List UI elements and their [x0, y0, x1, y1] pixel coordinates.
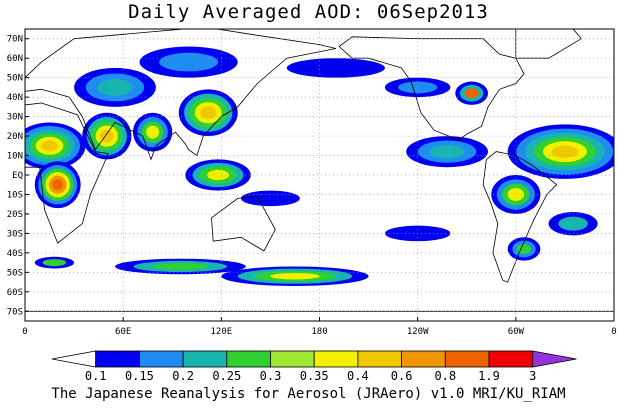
colorbar-label: 0.35 [300, 369, 329, 383]
coastline-north-america [338, 36, 525, 141]
colorbar-swatch [182, 350, 228, 368]
map-title: Daily Averaged AOD: 06Sep2013 [128, 1, 489, 23]
colorbar-label: 0.4 [347, 369, 369, 383]
latitude-label: 30S [7, 229, 23, 239]
colorbar-swatch [357, 350, 402, 368]
colorbar-swatch [444, 350, 490, 368]
map-frame [24, 28, 615, 322]
colorbar-swatch [270, 350, 315, 368]
aod-field-layer [25, 46, 614, 286]
latitude-labels: 70N 60N 50N 40N 30N 20N 10N EQ 10S 20S 30S 40S 50S 60… [7, 35, 23, 318]
longitude-label: 60E [115, 327, 131, 337]
aod-region-tropical-atlantic [507, 124, 614, 179]
aod-region-africa-sahara [25, 122, 86, 170]
colorbar-label: 0.1 [85, 369, 107, 383]
aod-region-south-pacific [240, 190, 300, 207]
aod-region-south-america [491, 175, 541, 214]
colorbar-swatch [95, 350, 140, 368]
longitude-label: 0 [22, 327, 27, 337]
aod-colorbar: 0.1 0.15 0.2 0.25 0.3 0.35 0.4 0.6 0.8 1.9 3 [51, 350, 577, 383]
footer-credit: The Japanese Reanalysis for Aerosol (JRA… [51, 386, 566, 402]
longitude-label: 120W [407, 327, 429, 337]
colorbar-swatch [226, 350, 271, 368]
longitude-label: 120E [210, 327, 232, 337]
latitude-label: EQ [12, 171, 23, 181]
colorbar-under-triangle [51, 350, 97, 368]
longitude-label: 180 [311, 327, 327, 337]
longitude-label: 60W [508, 327, 525, 337]
latitude-label: 70S [7, 307, 23, 317]
latitude-label: 20S [7, 210, 23, 220]
colorbar-label: 0.3 [260, 369, 282, 383]
aod-region-southern-ocean-c [34, 256, 75, 269]
coastline-south-america [482, 151, 558, 283]
colorbar-label: 0.25 [212, 369, 241, 383]
aod-region-north-asia [139, 46, 238, 78]
coastline-australia [211, 195, 276, 252]
colorbar-over-triangle [532, 350, 577, 368]
colorbar-swatch [401, 350, 446, 368]
latitude-label: 60N [7, 54, 23, 64]
longitude-labels: 0 60E 120E 180 120W 60W 0 [22, 327, 616, 337]
latitude-label: 40N [7, 93, 23, 103]
aod-region-south-asia [132, 112, 173, 152]
latitude-label: 10S [7, 190, 23, 200]
colorbar-label: 0.6 [391, 369, 413, 383]
colorbar-swatch [138, 350, 184, 368]
coastline-africa [25, 102, 109, 244]
aod-region-central-asia [74, 67, 156, 107]
colorbar-label: 1.9 [478, 369, 500, 383]
aod-region-south-atlantic [548, 211, 598, 236]
aod-region-east-asia [178, 89, 238, 137]
latitude-label: 10N [7, 152, 23, 162]
aod-region-argentina [507, 237, 541, 261]
aod-region-arabian-peninsula [82, 112, 132, 160]
colorbar-label: 3 [529, 369, 536, 383]
latitude-label: 30N [7, 113, 23, 123]
colorbar-swatch [313, 350, 359, 368]
aod-region-north-pacific [286, 58, 385, 78]
aod-region-central-africa [34, 161, 81, 209]
aod-region-maritime-continent [185, 159, 251, 191]
latitude-label: 40S [7, 249, 23, 259]
colorbar-label: 0.15 [125, 369, 154, 383]
longitude-label: 0 [611, 327, 616, 337]
aod-region-southern-ocean-a [114, 258, 246, 275]
latitude-label: 50S [7, 268, 23, 278]
latitude-label: 60S [7, 288, 23, 298]
aod-region-north-america-east [455, 81, 489, 105]
aod-region-east-pacific [406, 136, 489, 168]
latitude-label: 20N [7, 132, 23, 142]
aod-region-southern-ocean-b [221, 266, 369, 286]
colorbar-swatch [488, 350, 534, 368]
colorbar-label: 0.8 [434, 369, 456, 383]
colorbar-label: 0.2 [172, 369, 194, 383]
aod-region-north-america-west [384, 77, 451, 98]
latitude-label: 70N [7, 35, 23, 45]
latitude-label: 50N [7, 74, 23, 84]
